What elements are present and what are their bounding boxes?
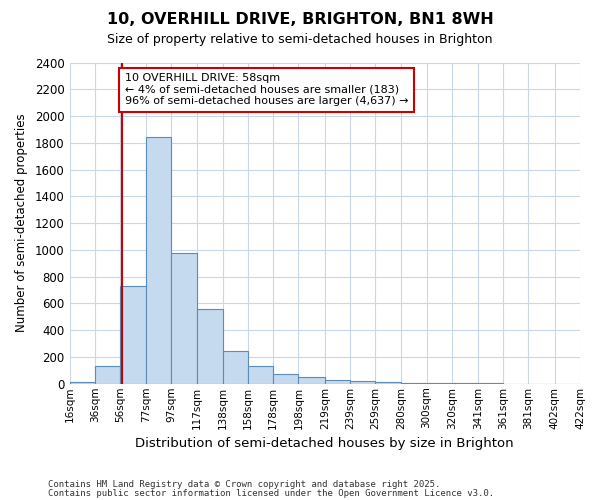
Bar <box>350 382 375 384</box>
Bar <box>197 310 223 384</box>
Text: Contains HM Land Registry data © Crown copyright and database right 2025.: Contains HM Land Registry data © Crown c… <box>48 480 440 489</box>
Bar <box>248 366 273 384</box>
Bar <box>273 374 298 384</box>
Text: Size of property relative to semi-detached houses in Brighton: Size of property relative to semi-detach… <box>107 32 493 46</box>
X-axis label: Distribution of semi-detached houses by size in Brighton: Distribution of semi-detached houses by … <box>136 437 514 450</box>
Text: Contains public sector information licensed under the Open Government Licence v3: Contains public sector information licen… <box>48 488 494 498</box>
Bar <box>427 383 452 384</box>
Bar <box>298 377 325 384</box>
Y-axis label: Number of semi-detached properties: Number of semi-detached properties <box>15 114 28 332</box>
Text: 10 OVERHILL DRIVE: 58sqm
← 4% of semi-detached houses are smaller (183)
96% of s: 10 OVERHILL DRIVE: 58sqm ← 4% of semi-de… <box>125 73 409 106</box>
Bar <box>325 380 350 384</box>
Bar <box>70 382 95 384</box>
Text: 10, OVERHILL DRIVE, BRIGHTON, BN1 8WH: 10, OVERHILL DRIVE, BRIGHTON, BN1 8WH <box>107 12 493 28</box>
Bar <box>172 252 197 384</box>
Bar <box>95 366 120 384</box>
Bar <box>401 382 427 384</box>
Bar <box>375 382 401 384</box>
Bar <box>223 350 248 384</box>
Bar <box>120 286 146 384</box>
Bar <box>146 138 172 384</box>
